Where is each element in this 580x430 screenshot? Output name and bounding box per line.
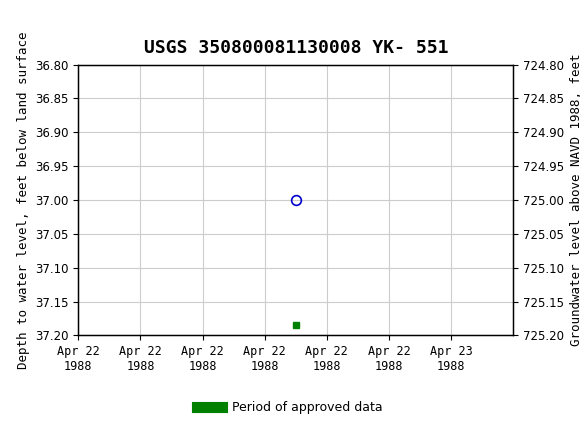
Title: USGS 350800081130008 YK- 551: USGS 350800081130008 YK- 551 (143, 40, 448, 57)
Text: █USGS: █USGS (9, 10, 72, 35)
Legend: Period of approved data: Period of approved data (192, 396, 388, 419)
Y-axis label: Groundwater level above NAVD 1988, feet: Groundwater level above NAVD 1988, feet (570, 54, 580, 346)
Y-axis label: Depth to water level, feet below land surface: Depth to water level, feet below land su… (16, 31, 30, 369)
